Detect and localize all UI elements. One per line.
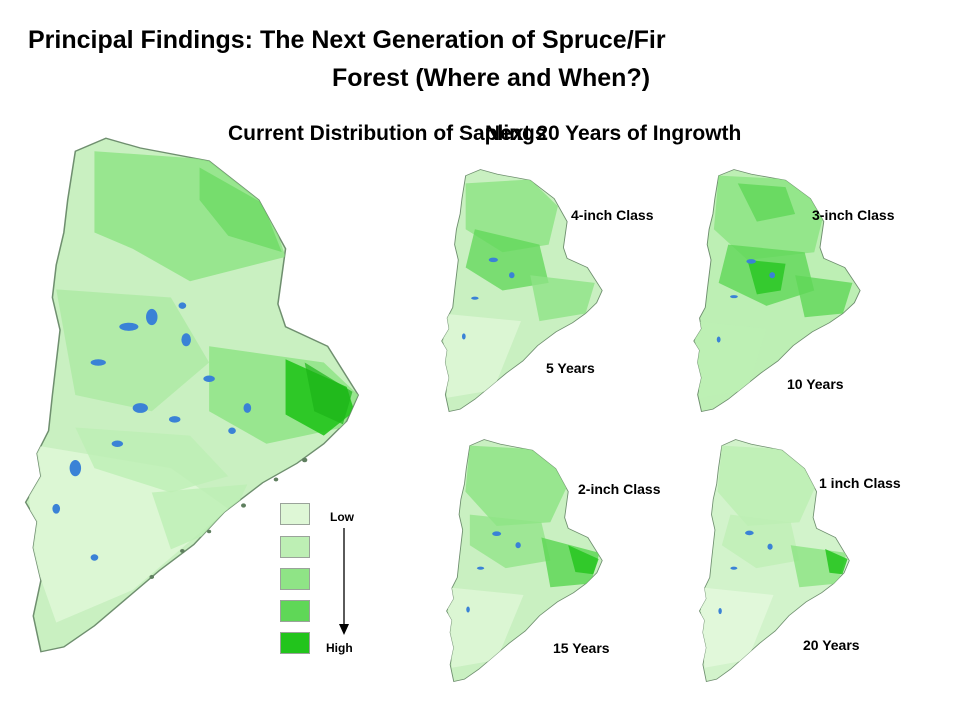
legend-swatch-5 <box>280 632 310 654</box>
panel-1-class-label: 4-inch Class <box>571 207 654 223</box>
subtitle-current-distribution: Current Distribution of Saplings <box>228 122 547 145</box>
legend-low-label: Low <box>330 510 354 524</box>
lakes <box>52 302 252 561</box>
map-1-inch-class <box>699 439 850 682</box>
legend-swatch-3 <box>280 568 310 590</box>
subtitle-next-20-years: Next 20 Years of Ingrowth <box>485 122 742 145</box>
legend-arrow <box>339 528 349 635</box>
legend-high-label: High <box>326 641 353 655</box>
panel-3-class-label: 2-inch Class <box>578 481 661 497</box>
panel-3-years-label: 15 Years <box>553 640 610 656</box>
legend-swatch-4 <box>280 600 310 622</box>
map-3-inch-class <box>693 169 861 412</box>
legend-swatch-2 <box>280 536 310 558</box>
panel-4-years-label: 20 Years <box>803 637 860 653</box>
panel-2-class-label: 3-inch Class <box>812 207 895 223</box>
panel-1-years-label: 5 Years <box>546 360 595 376</box>
current-distribution-map <box>24 137 360 653</box>
map-4-inch-class <box>441 169 603 412</box>
map-2-inch-class <box>446 439 603 682</box>
title-line-1: Principal Findings: The Next Generation … <box>28 26 666 54</box>
title-line-2: Forest (Where and When?) <box>332 64 651 92</box>
legend-swatch-1 <box>280 503 310 525</box>
panel-4-class-label: 1 inch Class <box>819 475 901 491</box>
panel-2-years-label: 10 Years <box>787 376 844 392</box>
